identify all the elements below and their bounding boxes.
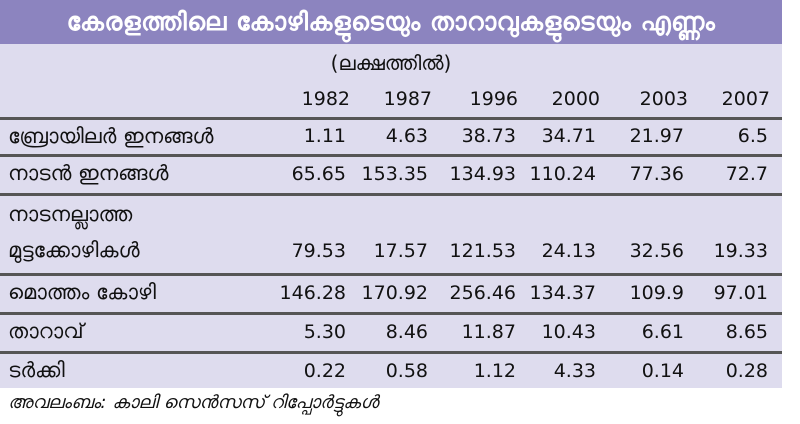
- table-cell: 32.56: [629, 240, 684, 262]
- table-cell: 11.87: [461, 321, 516, 343]
- row-divider: [0, 312, 782, 315]
- row-label: മൊത്തം കോഴി: [8, 280, 156, 304]
- table-cell: 256.46: [449, 282, 516, 304]
- row-divider: [0, 193, 782, 196]
- table-cell: 17.57: [373, 240, 428, 262]
- table-cell: 38.73: [461, 125, 516, 147]
- table-cell: 10.43: [541, 321, 596, 343]
- table-cell: 6.61: [641, 321, 684, 343]
- table-cell: 21.97: [629, 125, 684, 147]
- table-cell: 19.33: [713, 240, 768, 262]
- table-cell: 110.24: [529, 163, 596, 185]
- table-cell: 8.46: [385, 321, 428, 343]
- table-row: താറാവ് 5.30 8.46 11.87 10.43 6.61 8.65: [0, 317, 782, 349]
- year-header: 1987: [383, 88, 432, 110]
- table-row: മൊത്തം കോഴി 146.28 170.92 256.46 134.37 …: [0, 278, 782, 310]
- row-label: നാടൻ ഇനങ്ങൾ: [8, 161, 169, 185]
- year-header: 1982: [301, 88, 350, 110]
- row-label: ടർക്കി: [8, 358, 65, 382]
- table-title: കേരളത്തിലെ കോഴികളുടെയും താറാവുകളുടെയും എ…: [0, 0, 782, 44]
- table-cell: 170.92: [361, 282, 428, 304]
- table-cell: 8.65: [725, 321, 768, 343]
- row-label: ബ്രോയിലർ ഇനങ്ങൾ: [8, 124, 214, 148]
- unit-subtitle: (ലക്ഷത്തിൽ): [330, 51, 452, 75]
- table-cell: 121.53: [449, 240, 516, 262]
- row-label: മുട്ടക്കോഴികൾ: [8, 238, 140, 262]
- table-row: ബ്രോയിലർ ഇനങ്ങൾ 1.11 4.63 38.73 34.71 21…: [0, 122, 782, 152]
- year-header: 2003: [639, 88, 688, 110]
- table-cell: 65.65: [291, 163, 346, 185]
- row-divider: [0, 351, 782, 354]
- source-note: അവലംബം: കാലി സെൻസസ് റിപ്പോർട്ടുകൾ: [8, 392, 379, 413]
- table-cell: 24.13: [541, 240, 596, 262]
- table-cell: 77.36: [629, 163, 684, 185]
- table-cell: 34.71: [541, 125, 596, 147]
- table-panel: [0, 44, 782, 388]
- table-cell: 146.28: [279, 282, 346, 304]
- row-label: താറാവ്: [8, 319, 84, 343]
- table-cell: 0.14: [641, 360, 684, 382]
- table-cell: 97.01: [713, 282, 768, 304]
- row-divider: [0, 117, 782, 120]
- table-cell: 4.63: [385, 125, 428, 147]
- table-cell: 72.7: [725, 163, 768, 185]
- table-cell: 79.53: [291, 240, 346, 262]
- table-cell: 153.35: [361, 163, 428, 185]
- year-header: 2007: [721, 88, 770, 110]
- table-cell: 0.22: [303, 360, 346, 382]
- year-header: 2000: [551, 88, 600, 110]
- table-cell: 134.93: [449, 163, 516, 185]
- table-cell: 1.12: [473, 360, 516, 382]
- table-cell: 134.37: [529, 282, 596, 304]
- table-cell: 109.9: [629, 282, 684, 304]
- table-cell: 4.33: [553, 360, 596, 382]
- table-cell: 5.30: [303, 321, 346, 343]
- year-header: 1996: [469, 88, 518, 110]
- table-cell: 6.5: [737, 125, 768, 147]
- table-cell: 0.28: [725, 360, 768, 382]
- row-divider: [0, 273, 782, 276]
- row-divider: [0, 154, 782, 157]
- year-header-row: 1982 1987 1996 2000 2003 2007: [0, 86, 782, 114]
- row-label-line1: നാടനല്ലാത്ത: [8, 202, 133, 226]
- table-row: നാടനല്ലാത്ത മുട്ടക്കോഴികൾ 79.53 17.57 12…: [0, 198, 782, 272]
- table-row: ടർക്കി 0.22 0.58 1.12 4.33 0.14 0.28: [0, 356, 782, 386]
- table-row: നാടൻ ഇനങ്ങൾ 65.65 153.35 134.93 110.24 7…: [0, 159, 782, 191]
- table-cell: 1.11: [303, 125, 346, 147]
- table-cell: 0.58: [385, 360, 428, 382]
